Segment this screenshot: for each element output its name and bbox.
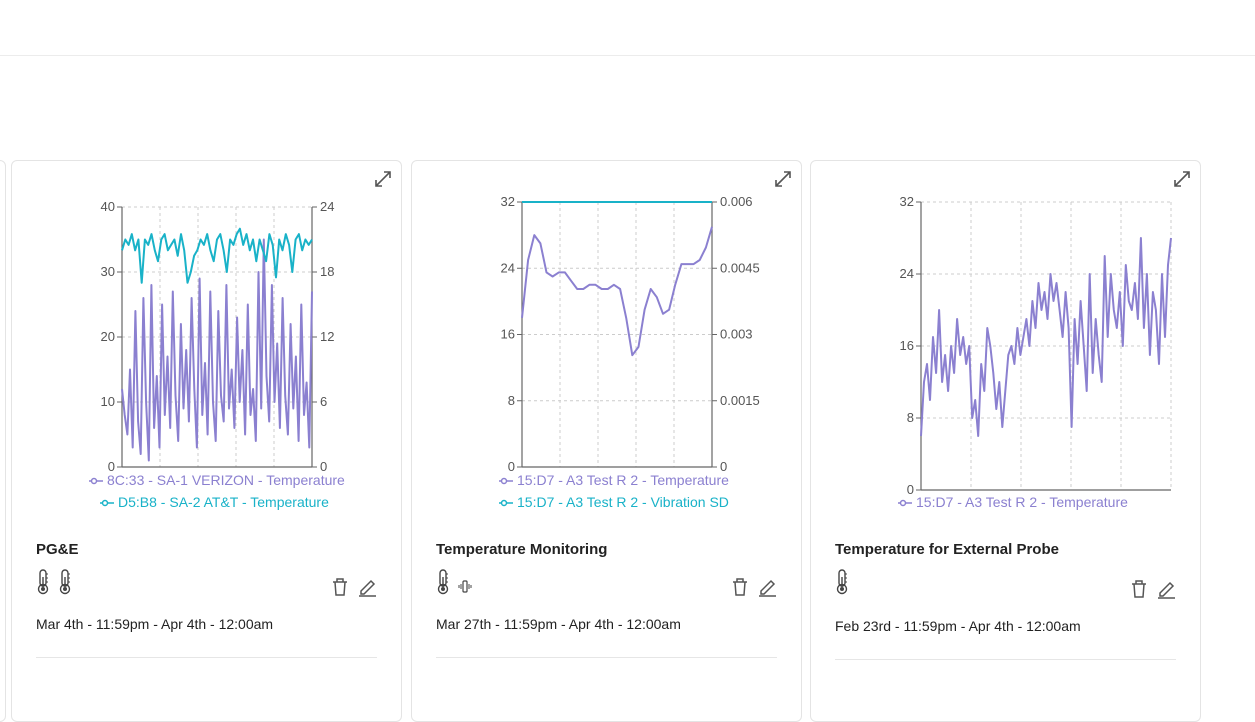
legend-label: 15:D7 - A3 Test R 2 - Vibration SD bbox=[517, 494, 729, 510]
left-tick-label: 32 bbox=[501, 194, 515, 209]
card-actions bbox=[327, 577, 377, 602]
edit-icon[interactable] bbox=[757, 577, 777, 602]
right-tick-label: 12 bbox=[320, 329, 334, 344]
date-range: Mar 4th - 11:59pm - Apr 4th - 12:00am bbox=[36, 616, 274, 632]
thermometer-icon bbox=[36, 569, 50, 600]
divider bbox=[835, 659, 1176, 660]
legend-marker-icon bbox=[89, 478, 103, 485]
legend-label: 8C:33 - SA-1 VERIZON - Temperature bbox=[107, 472, 345, 488]
legend-item[interactable]: 15:D7 - A3 Test R 2 - Temperature bbox=[811, 493, 1255, 511]
sensor-icons bbox=[36, 569, 76, 597]
right-tick-label: 0.0015 bbox=[720, 393, 760, 408]
thermometer-icon bbox=[436, 569, 450, 600]
card-title: PG&E bbox=[36, 541, 79, 558]
legend-label: 15:D7 - A3 Test R 2 - Temperature bbox=[916, 494, 1128, 510]
thermometer-icon bbox=[835, 569, 849, 600]
delete-icon[interactable] bbox=[331, 577, 349, 602]
legend-marker-icon bbox=[898, 500, 912, 507]
chart-card-temperature-monitoring[interactable]: 32 0.006 24 0.0045 16 0.003 8 0.0015 0 0 15:D7 - … bbox=[411, 160, 802, 722]
legend-item[interactable]: 15:D7 - A3 Test R 2 - Temperature bbox=[412, 471, 888, 489]
expand-icon[interactable] bbox=[1172, 169, 1192, 189]
chart-temperature-monitoring: 32 0.006 24 0.0045 16 0.003 8 0.0015 0 0 bbox=[501, 194, 760, 474]
legend-marker-icon bbox=[499, 500, 513, 507]
card-title: Temperature for External Probe bbox=[835, 541, 1059, 558]
right-tick-label: 0.003 bbox=[720, 327, 753, 342]
card-actions bbox=[727, 577, 777, 602]
legend-item[interactable]: 15:D7 - A3 Test R 2 - Vibration SD bbox=[412, 493, 888, 511]
legend-label: D5:B8 - SA-2 AT&T - Temperature bbox=[118, 494, 329, 510]
legend-item[interactable]: D5:B8 - SA-2 AT&T - Temperature bbox=[12, 493, 489, 511]
sensor-icons bbox=[835, 569, 853, 597]
right-tick-label: 0.006 bbox=[720, 194, 753, 209]
sensor-icons bbox=[436, 569, 476, 597]
delete-icon[interactable] bbox=[1130, 579, 1148, 604]
date-range: Mar 27th - 11:59pm - Apr 4th - 12:00am bbox=[436, 616, 681, 632]
partial-card-left bbox=[0, 160, 6, 722]
card-actions bbox=[1126, 579, 1176, 604]
chart-card-external-probe[interactable]: 32 24 16 8 0 15:D7 - A3 Test R 2 - Temperatu… bbox=[810, 160, 1201, 722]
left-tick-label: 0 bbox=[108, 459, 115, 474]
delete-icon[interactable] bbox=[731, 577, 749, 602]
divider bbox=[436, 657, 777, 658]
divider bbox=[36, 657, 377, 658]
left-tick-label: 24 bbox=[900, 266, 914, 281]
left-tick-label: 8 bbox=[508, 393, 515, 408]
left-tick-label: 8 bbox=[907, 410, 914, 425]
top-header-bar bbox=[0, 0, 1255, 56]
date-range: Feb 23rd - 11:59pm - Apr 4th - 12:00am bbox=[835, 618, 1081, 634]
chart-external-probe: 32 24 16 8 0 bbox=[900, 194, 1172, 497]
right-tick-label: 18 bbox=[320, 264, 334, 279]
right-tick-label: 6 bbox=[320, 394, 327, 409]
legend-marker-icon bbox=[100, 500, 114, 507]
left-tick-label: 40 bbox=[101, 199, 115, 214]
left-tick-label: 10 bbox=[101, 394, 115, 409]
legend-marker-icon bbox=[499, 478, 513, 485]
chart-pge: 40 24 30 18 20 12 10 6 0 0 bbox=[101, 199, 335, 474]
edit-icon[interactable] bbox=[1156, 579, 1176, 604]
edit-icon[interactable] bbox=[357, 577, 377, 602]
thermometer-icon bbox=[58, 569, 72, 600]
series-line-1 bbox=[920, 237, 1172, 437]
vibration-icon bbox=[458, 579, 472, 600]
series-line-1 bbox=[521, 226, 713, 357]
right-tick-label: 24 bbox=[320, 199, 334, 214]
expand-icon[interactable] bbox=[773, 169, 793, 189]
expand-icon[interactable] bbox=[373, 169, 393, 189]
legend-label: 15:D7 - A3 Test R 2 - Temperature bbox=[517, 472, 729, 488]
left-tick-label: 20 bbox=[101, 329, 115, 344]
left-tick-label: 0 bbox=[508, 459, 515, 474]
left-tick-label: 32 bbox=[900, 194, 914, 209]
right-tick-label: 0 bbox=[720, 459, 727, 474]
right-tick-label: 0.0045 bbox=[720, 260, 760, 275]
card-title: Temperature Monitoring bbox=[436, 541, 608, 558]
legend-item[interactable]: 8C:33 - SA-1 VERIZON - Temperature bbox=[12, 471, 478, 489]
left-tick-label: 16 bbox=[900, 338, 914, 353]
left-tick-label: 24 bbox=[501, 260, 515, 275]
series-line-2 bbox=[121, 227, 313, 284]
series-line-1 bbox=[121, 238, 313, 462]
right-tick-label: 0 bbox=[320, 459, 327, 474]
left-tick-label: 30 bbox=[101, 264, 115, 279]
chart-card-pge[interactable]: 40 24 30 18 20 12 10 6 0 0 8C:33 - SA-1 VERIZON -… bbox=[11, 160, 402, 722]
left-tick-label: 0 bbox=[907, 482, 914, 497]
left-tick-label: 16 bbox=[501, 327, 515, 342]
